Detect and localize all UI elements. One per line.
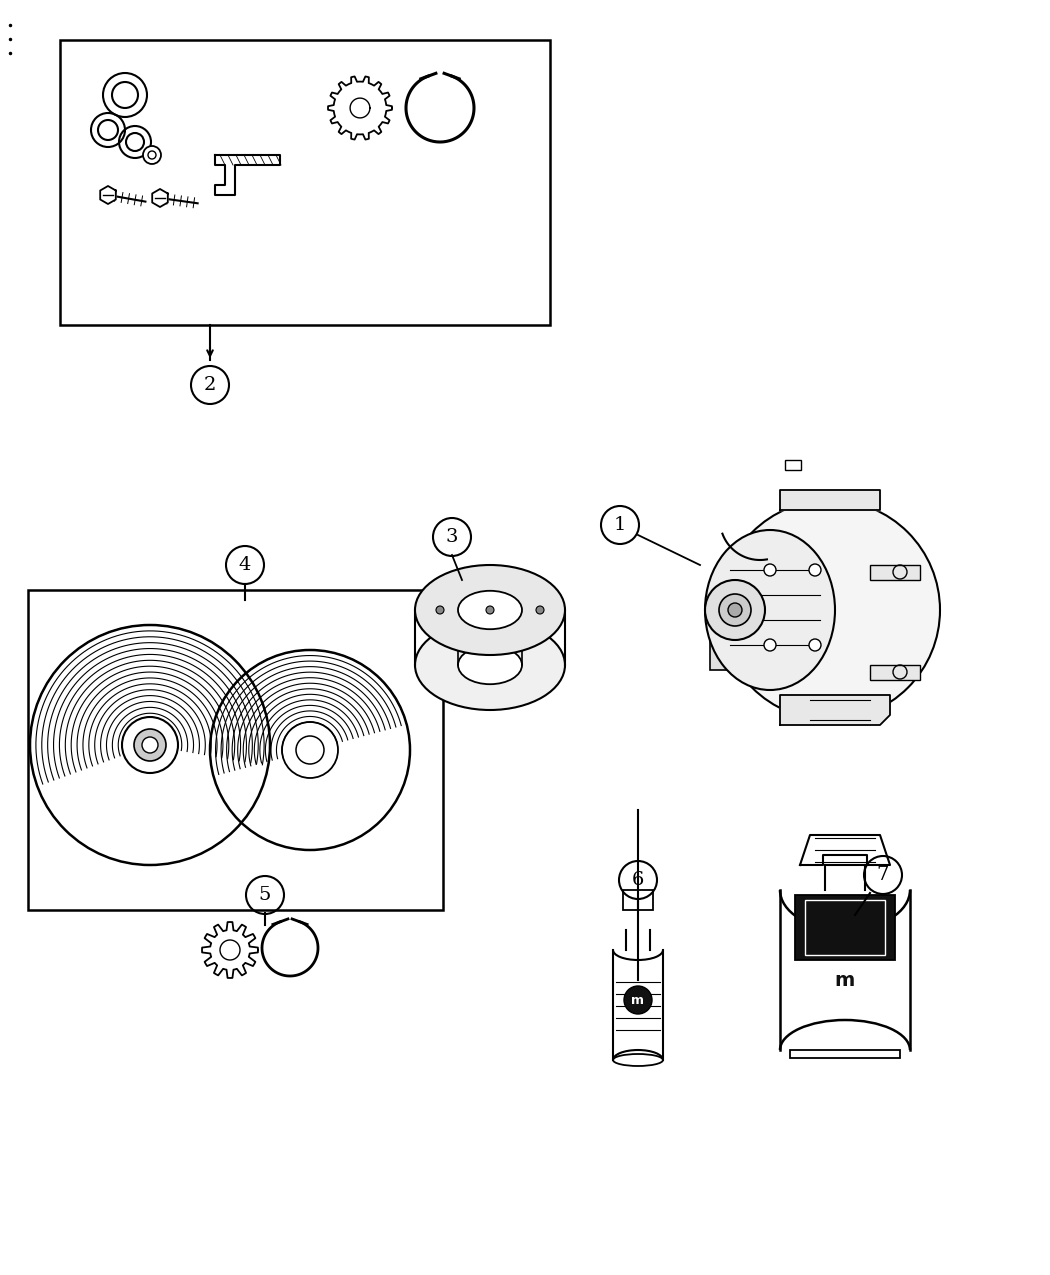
Polygon shape	[100, 186, 116, 204]
Ellipse shape	[458, 646, 522, 685]
Circle shape	[134, 729, 166, 761]
Text: 2: 2	[204, 376, 216, 394]
Bar	[710, 580, 735, 669]
Circle shape	[220, 940, 240, 960]
Bar	[28, 590, 443, 910]
Text: m: m	[631, 993, 645, 1006]
Ellipse shape	[458, 590, 522, 629]
Ellipse shape	[415, 620, 565, 710]
Ellipse shape	[822, 965, 867, 994]
Polygon shape	[800, 835, 890, 864]
Circle shape	[720, 500, 940, 720]
Circle shape	[764, 564, 776, 576]
Text: 7: 7	[877, 866, 889, 884]
Bar	[870, 666, 920, 680]
Bar	[870, 565, 920, 580]
Circle shape	[436, 606, 444, 615]
Circle shape	[142, 737, 157, 754]
Bar	[785, 460, 801, 470]
Polygon shape	[328, 76, 392, 139]
Polygon shape	[202, 922, 258, 978]
Text: 5: 5	[258, 886, 271, 904]
Text: m: m	[835, 970, 855, 989]
Circle shape	[808, 639, 821, 652]
Circle shape	[536, 606, 544, 615]
Circle shape	[808, 564, 821, 576]
Polygon shape	[152, 189, 168, 207]
Bar	[795, 895, 895, 960]
Bar	[805, 900, 885, 955]
Text: 6: 6	[632, 871, 645, 889]
Circle shape	[624, 986, 652, 1014]
Text: 4: 4	[238, 556, 251, 574]
Circle shape	[728, 603, 742, 617]
Circle shape	[143, 147, 161, 164]
Circle shape	[486, 606, 494, 615]
Circle shape	[764, 639, 776, 652]
Polygon shape	[350, 98, 370, 117]
Circle shape	[719, 594, 751, 626]
Ellipse shape	[705, 530, 835, 690]
Bar	[790, 1051, 900, 1058]
Text: 3: 3	[446, 528, 458, 546]
Ellipse shape	[415, 565, 565, 655]
Bar	[623, 890, 653, 910]
Polygon shape	[215, 156, 280, 195]
Polygon shape	[780, 695, 890, 725]
Polygon shape	[780, 490, 880, 510]
Ellipse shape	[613, 1054, 663, 1066]
Circle shape	[705, 580, 765, 640]
Bar	[60, 40, 550, 325]
Circle shape	[122, 717, 179, 773]
Text: 1: 1	[614, 516, 626, 534]
